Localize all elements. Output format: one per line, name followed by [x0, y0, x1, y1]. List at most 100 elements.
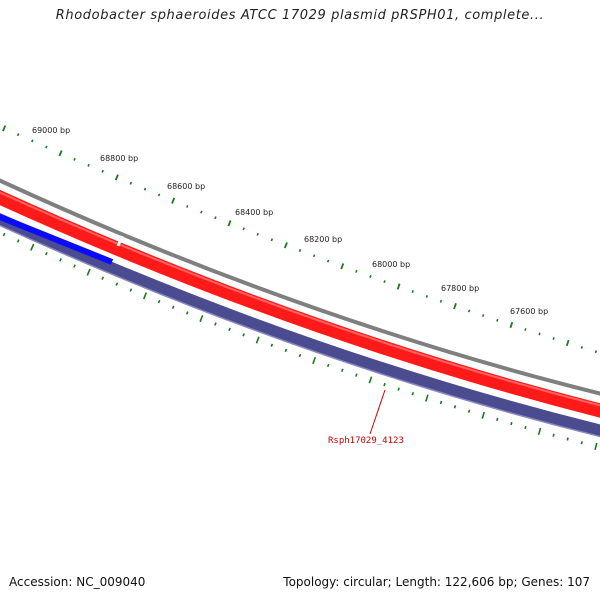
bp-position-label: 68600 bp — [167, 182, 205, 191]
bp-position-label: 69000 bp — [32, 126, 70, 135]
map-title: Rhodobacter sphaeroides ATCC 17029 plasm… — [55, 8, 545, 23]
minor-tick — [45, 251, 48, 256]
accession-text: Accession: NC_009040 — [9, 575, 146, 589]
reverse-gene-edge — [0, 224, 600, 438]
minor-tick — [298, 249, 302, 252]
major-tick — [396, 283, 401, 290]
minor-tick — [467, 409, 471, 413]
minor-tick — [510, 421, 513, 426]
minor-tick — [355, 373, 358, 377]
minor-tick — [580, 441, 583, 445]
minor-tick — [270, 238, 274, 242]
bp-position-label: 67800 bp — [441, 284, 479, 293]
minor-tick — [157, 299, 161, 304]
major-tick — [142, 292, 148, 300]
minor-tick — [16, 133, 20, 137]
minor-tick — [552, 433, 555, 437]
major-tick — [2, 125, 7, 132]
minor-tick — [270, 343, 274, 347]
minor-tick — [298, 353, 302, 358]
minor-tick — [242, 333, 245, 337]
minor-tick — [2, 232, 6, 237]
minor-tick — [157, 193, 161, 197]
major-tick — [368, 376, 373, 384]
minor-tick — [214, 216, 217, 220]
minor-tick — [101, 276, 105, 280]
reverse-gene-feature[interactable] — [0, 212, 600, 437]
minor-tick — [73, 264, 76, 268]
major-tick — [30, 243, 35, 251]
minor-tick — [284, 348, 288, 353]
reverse-gene-selected-segment[interactable] — [0, 213, 114, 265]
minor-tick — [186, 205, 189, 208]
major-tick — [199, 315, 204, 323]
minor-tick — [383, 382, 386, 387]
minor-tick — [73, 157, 76, 161]
minor-tick — [256, 232, 259, 236]
major-tick — [594, 442, 598, 451]
minor-tick — [185, 311, 189, 315]
minor-tick — [425, 295, 428, 298]
gene-callout-label[interactable]: Rsph17029_4123 — [328, 436, 404, 446]
minor-tick — [341, 368, 344, 372]
minor-tick — [482, 314, 485, 318]
bp-position-label: 68200 bp — [304, 235, 342, 244]
bp-position-label: 68400 bp — [235, 208, 273, 217]
major-tick — [340, 263, 345, 270]
major-tick — [114, 174, 119, 181]
major-tick — [312, 356, 317, 365]
forward-gene-highlight — [0, 191, 600, 407]
minor-tick — [115, 282, 119, 286]
minor-tick — [538, 332, 541, 336]
minor-tick — [129, 181, 133, 185]
minor-tick — [411, 392, 414, 396]
major-tick — [58, 150, 63, 157]
minor-tick — [594, 350, 598, 354]
major-tick — [509, 321, 514, 329]
major-tick — [425, 394, 429, 402]
major-tick — [255, 336, 260, 344]
minor-tick — [467, 309, 471, 313]
minor-tick — [228, 327, 231, 332]
gene-callout-line — [369, 389, 386, 435]
bp-position-label: 68000 bp — [372, 260, 410, 269]
minor-tick — [552, 337, 555, 340]
genome-summary-text: Topology: circular; Length: 122,606 bp; … — [283, 575, 590, 589]
forward-gene-feature[interactable] — [0, 189, 600, 418]
major-tick — [227, 220, 232, 227]
outer-tick-ring — [2, 125, 598, 354]
major-tick — [537, 427, 542, 436]
minor-tick — [101, 169, 104, 173]
gene-boundary-marker — [116, 235, 124, 247]
major-tick — [565, 339, 570, 347]
minor-tick — [87, 163, 90, 167]
minor-tick — [16, 239, 20, 243]
minor-tick — [397, 387, 400, 391]
minor-tick — [200, 210, 203, 214]
minor-tick — [383, 280, 386, 283]
bp-position-label: 68800 bp — [100, 154, 138, 163]
major-tick — [453, 303, 457, 310]
minor-tick — [496, 417, 499, 422]
major-tick — [171, 197, 176, 204]
minor-tick — [143, 187, 147, 191]
bp-position-label: 67600 bp — [510, 307, 548, 316]
minor-tick — [439, 400, 443, 405]
bp-label-group: 69000 bp 68800 bp 68600 bp 68400 bp 68200 bp… — [32, 126, 548, 316]
major-tick — [481, 411, 485, 419]
minor-tick — [31, 139, 34, 143]
major-tick — [86, 268, 91, 276]
minor-tick — [524, 425, 527, 430]
inner-tick-ring — [2, 232, 598, 451]
minor-tick — [580, 345, 583, 349]
minor-tick — [59, 258, 62, 262]
minor-tick — [369, 275, 372, 278]
minor-tick — [496, 318, 499, 322]
minor-tick — [326, 259, 330, 263]
minor-tick — [453, 405, 457, 409]
minor-tick — [312, 254, 316, 258]
minor-tick — [326, 363, 330, 368]
minor-tick — [524, 328, 527, 331]
